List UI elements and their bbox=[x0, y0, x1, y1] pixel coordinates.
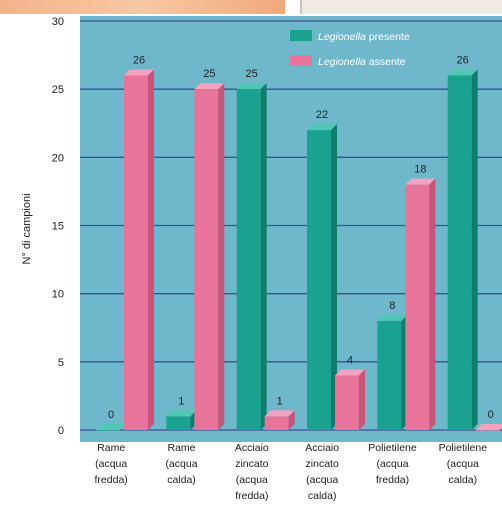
y-tick-label: 5 bbox=[58, 357, 64, 369]
legend-swatch bbox=[290, 30, 312, 41]
category-label: (acqua bbox=[306, 474, 338, 486]
bar bbox=[96, 424, 126, 431]
category-label: (acqua bbox=[95, 458, 127, 470]
data-label: 0 bbox=[108, 409, 114, 421]
legend-label: Legionella presente bbox=[318, 31, 410, 43]
category-label: Polietilene bbox=[368, 442, 417, 454]
photo-strip bbox=[0, 0, 502, 14]
legend-label-italic: Legionella bbox=[318, 56, 366, 68]
bars bbox=[96, 69, 502, 431]
data-label: 22 bbox=[316, 109, 328, 121]
data-label: 1 bbox=[178, 395, 184, 407]
category-labels: Rame (acqua fredda) Rame (acqua calda) Acciaio… bbox=[95, 442, 488, 502]
bar bbox=[307, 124, 337, 431]
y-tick-label: 15 bbox=[52, 221, 64, 233]
category-label: Rame bbox=[97, 442, 125, 454]
bar bbox=[377, 314, 408, 430]
data-label: 4 bbox=[347, 354, 353, 366]
category-label: Acciaio bbox=[235, 442, 269, 454]
bar bbox=[194, 83, 225, 431]
category-label: (acqua bbox=[165, 458, 197, 470]
bar bbox=[166, 410, 197, 430]
category-label: (acqua bbox=[447, 458, 479, 470]
legend-label: Legionella assente bbox=[318, 56, 406, 68]
bar bbox=[447, 69, 478, 431]
bar bbox=[264, 410, 295, 430]
data-label: 1 bbox=[277, 395, 283, 407]
bar bbox=[475, 424, 502, 431]
data-label: 26 bbox=[133, 55, 145, 67]
bar bbox=[236, 83, 267, 431]
bar bbox=[405, 178, 436, 430]
data-labels: 0 26 1 25 25 1 22 4 8 18 26 0 bbox=[108, 55, 494, 421]
y-tick-label: 25 bbox=[52, 84, 64, 96]
y-axis-label: N° di campioni bbox=[21, 193, 33, 264]
category-label: (acqua bbox=[236, 474, 268, 486]
data-label: 25 bbox=[203, 68, 215, 80]
category-label: fredda) bbox=[376, 474, 409, 486]
y-tick-label: 20 bbox=[52, 152, 64, 164]
category-label: Polietilene bbox=[439, 442, 488, 454]
data-label: 8 bbox=[389, 300, 395, 312]
legend-swatch bbox=[290, 55, 312, 66]
y-tick-label: 0 bbox=[58, 425, 64, 437]
category-label: fredda) bbox=[235, 490, 268, 502]
category-label: Rame bbox=[167, 442, 195, 454]
category-label: calda) bbox=[167, 474, 196, 486]
y-axis-ticks: 0 5 10 15 20 25 30 bbox=[52, 16, 64, 437]
category-label: fredda) bbox=[95, 474, 128, 486]
data-label: 18 bbox=[414, 164, 426, 176]
legend-label-rest: presente bbox=[366, 31, 410, 43]
y-tick-label: 10 bbox=[52, 289, 64, 301]
data-label: 25 bbox=[246, 68, 258, 80]
data-label: 26 bbox=[457, 55, 469, 67]
data-label: 0 bbox=[488, 409, 494, 421]
category-label: zincato bbox=[235, 458, 268, 470]
category-label: calda) bbox=[308, 490, 337, 502]
category-label: (acqua bbox=[376, 458, 408, 470]
bar bbox=[335, 369, 365, 430]
category-label: zincato bbox=[306, 458, 339, 470]
legend-label-rest: assente bbox=[366, 56, 406, 68]
legend-label-italic: Legionella bbox=[318, 31, 366, 43]
category-label: Acciaio bbox=[305, 442, 339, 454]
category-label: calda) bbox=[449, 474, 478, 486]
y-tick-label: 30 bbox=[52, 16, 64, 28]
bar bbox=[124, 69, 154, 431]
